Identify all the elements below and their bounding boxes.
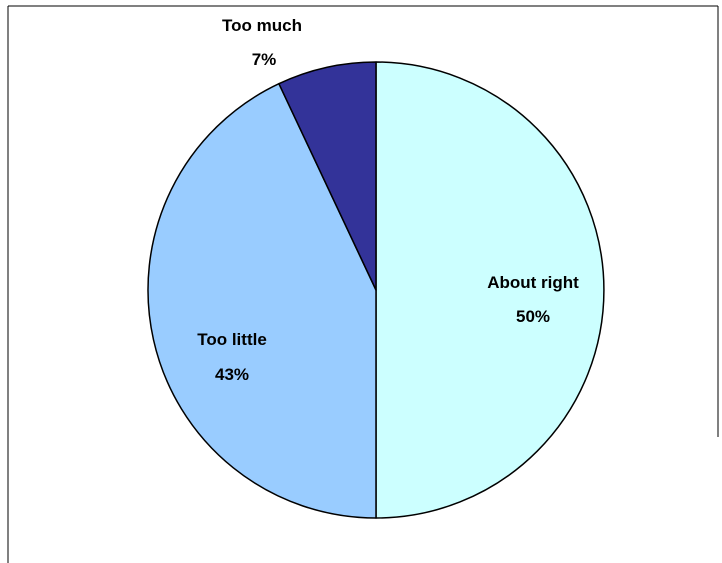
pie-slices: [147, 61, 605, 519]
slice-value-too-little: 43%: [215, 365, 249, 384]
pie-slice-too-little: [147, 82, 377, 519]
slice-label-too-much: Too much: [222, 16, 302, 35]
slice-label-too-little: Too little: [197, 330, 267, 349]
pie-slice-too-much: [278, 61, 377, 291]
slice-label-about-right: About right: [487, 273, 579, 292]
pie-slice-about-right: [375, 61, 605, 519]
slice-value-too-much: 7%: [252, 50, 277, 69]
slice-value-about-right: 50%: [516, 307, 550, 326]
